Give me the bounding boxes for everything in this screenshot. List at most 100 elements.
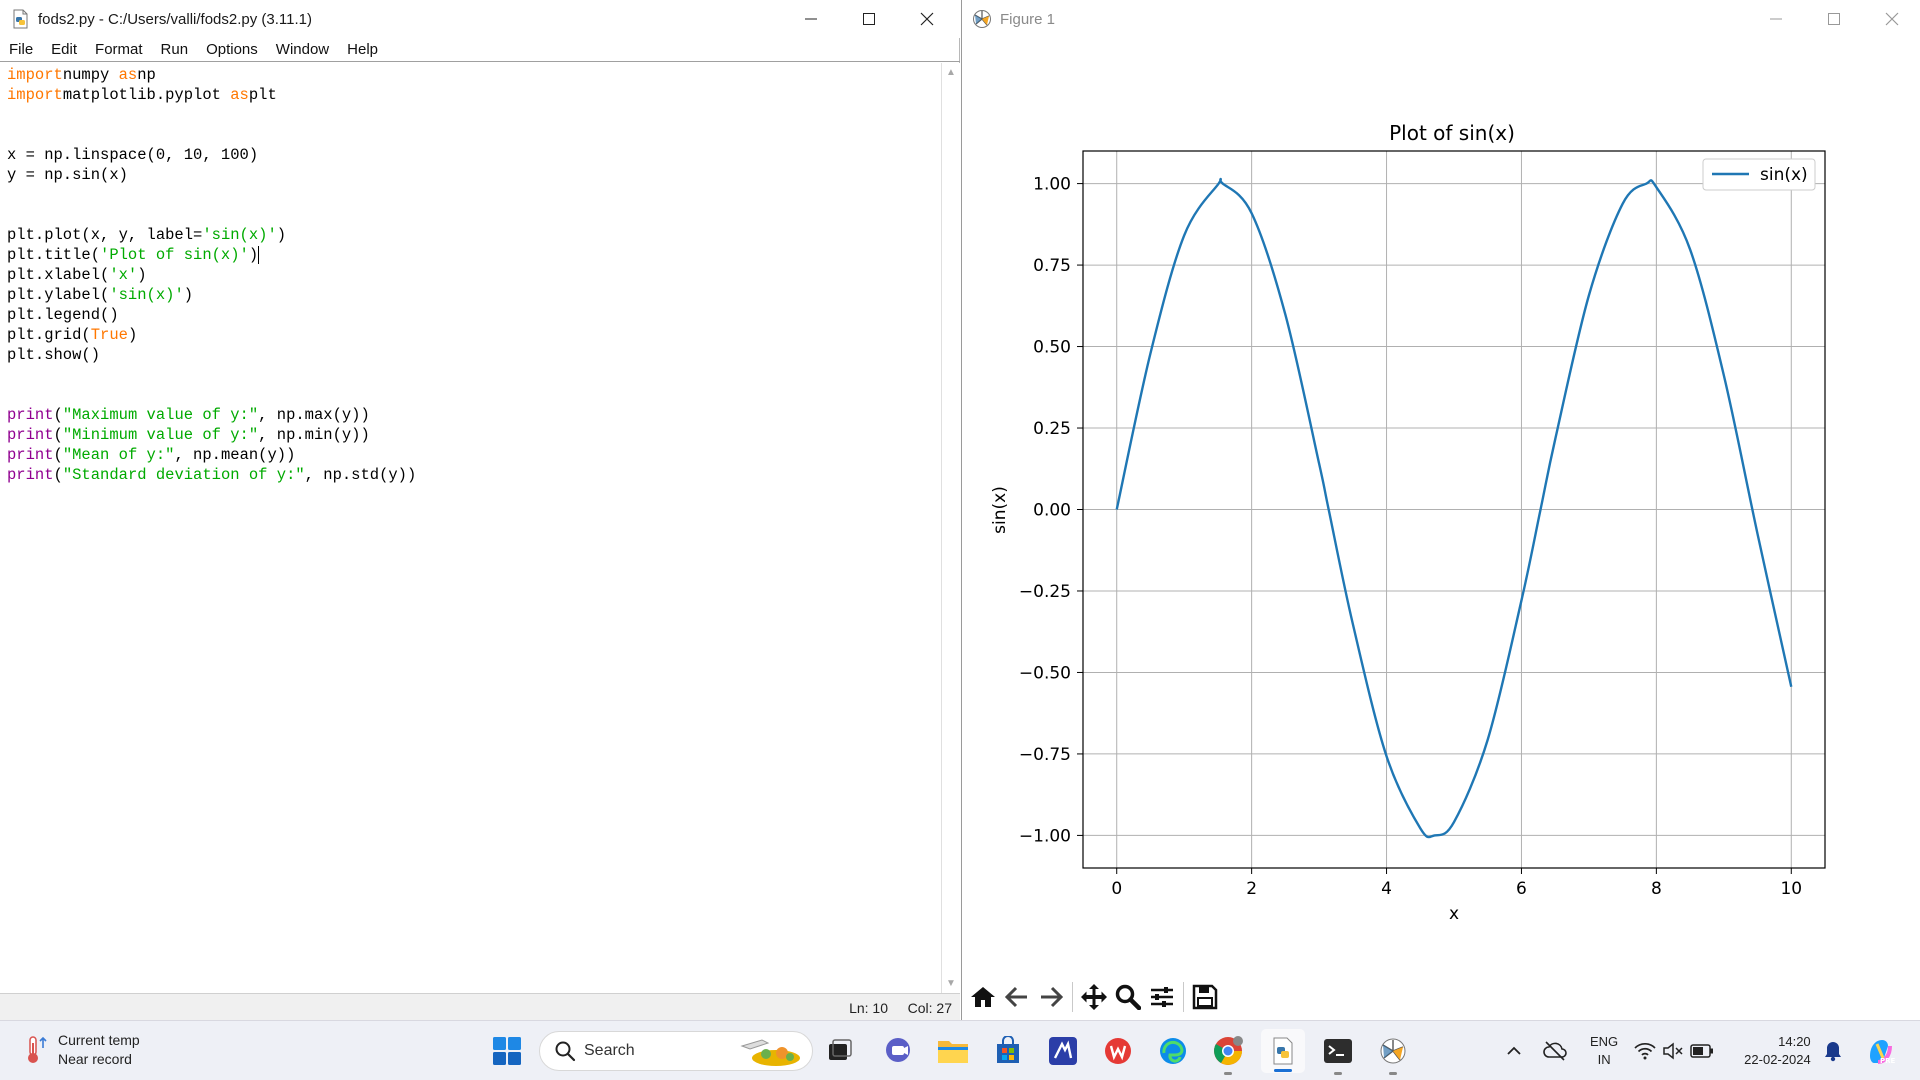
- y-tick-label: 0.50: [1033, 338, 1071, 358]
- menu-edit[interactable]: Edit: [51, 41, 78, 58]
- code-line[interactable]: importmatplotlib.pyplot asplt: [7, 85, 416, 105]
- menu-run[interactable]: Run: [160, 41, 189, 58]
- code-line[interactable]: plt.plot(x, y, label='sin(x)'): [7, 225, 416, 245]
- code-line[interactable]: print("Mean of y:", np.mean(y)): [7, 445, 416, 465]
- battery-icon[interactable]: [1690, 1043, 1714, 1059]
- taskbar-idle-python[interactable]: [1261, 1029, 1305, 1073]
- home-button[interactable]: [966, 980, 1000, 1014]
- toolbar-separator: [1183, 982, 1184, 1012]
- pan-button[interactable]: [1077, 980, 1111, 1014]
- search-highlight-illustration-icon: [740, 1039, 800, 1066]
- forward-button[interactable]: [1034, 980, 1068, 1014]
- code-string: 'sin(x)': [202, 226, 277, 244]
- back-button[interactable]: [1000, 980, 1034, 1014]
- figure-toolbar: [962, 975, 1920, 1019]
- search-box[interactable]: Search: [539, 1031, 813, 1071]
- taskbar-terminal[interactable]: [1320, 1033, 1356, 1075]
- taskbar-teams[interactable]: [880, 1033, 916, 1069]
- code-line[interactable]: y = np.sin(x): [7, 165, 416, 185]
- code-line[interactable]: plt.show(): [7, 345, 416, 365]
- close-icon: [1885, 12, 1899, 26]
- code-line[interactable]: [7, 385, 416, 405]
- speaker-muted-icon[interactable]: [1662, 1042, 1684, 1060]
- plot-canvas[interactable]: Plot of sin(x) 0 2 4 6 8 10 −1.00 −0.75 −0.50 −0.…: [962, 38, 1920, 975]
- language-indicator[interactable]: ENG IN: [1590, 1033, 1618, 1069]
- menu-window[interactable]: Window: [275, 41, 330, 58]
- notification-bell-icon[interactable]: [1823, 1040, 1843, 1062]
- edge-browser-icon: [1160, 1038, 1186, 1064]
- code-token: ): [276, 226, 287, 244]
- code-line[interactable]: plt.ylabel('sin(x)'): [7, 285, 416, 305]
- save-icon: [1192, 984, 1218, 1010]
- code-line[interactable]: plt.grid(True): [7, 325, 416, 345]
- code-line[interactable]: plt.xlabel('x'): [7, 265, 416, 285]
- taskbar-store[interactable]: [990, 1033, 1026, 1069]
- taskbar: Current temp Near record Search: [0, 1020, 1920, 1080]
- close-button[interactable]: [898, 0, 956, 38]
- code-line[interactable]: [7, 185, 416, 205]
- code-line[interactable]: print("Maximum value of y:", np.max(y)): [7, 405, 416, 425]
- taskbar-wps-office[interactable]: [1100, 1033, 1136, 1069]
- maximize-button[interactable]: [840, 0, 898, 38]
- menu-format[interactable]: Format: [95, 41, 143, 58]
- taskbar-chrome[interactable]: [1210, 1033, 1246, 1075]
- code-token: plt: [248, 86, 277, 104]
- taskbar-task-view[interactable]: [822, 1033, 858, 1069]
- zoom-button[interactable]: [1111, 980, 1145, 1014]
- code-line[interactable]: [7, 205, 416, 225]
- figure-minimize-button[interactable]: [1747, 0, 1805, 38]
- taskbar-file-explorer[interactable]: [935, 1033, 971, 1069]
- minimize-icon: [805, 18, 817, 20]
- code-text[interactable]: importnumpy asnp importmatplotlib.pyplot …: [7, 65, 416, 485]
- clock[interactable]: 14:20 22-02-2024: [1744, 1033, 1811, 1069]
- code-keyword: as: [230, 86, 249, 104]
- menu-help[interactable]: Help: [347, 41, 378, 58]
- idle-titlebar[interactable]: fods2.py - C:/Users/valli/fods2.py (3.11…: [0, 0, 960, 38]
- taskbar-app-launcher[interactable]: [1045, 1033, 1081, 1069]
- configure-subplots-button[interactable]: [1145, 980, 1179, 1014]
- figure-maximize-button[interactable]: [1805, 0, 1863, 38]
- y-tick-label: −0.75: [1019, 745, 1071, 765]
- store-icon: [997, 1036, 1019, 1063]
- weather-widget[interactable]: Current temp Near record: [22, 1031, 140, 1069]
- menu-file[interactable]: File: [9, 41, 34, 58]
- forward-icon: [1041, 986, 1063, 1008]
- task-view-icon: [829, 1039, 852, 1060]
- scroll-up-arrow-icon[interactable]: ▲: [946, 67, 956, 78]
- scroll-down-arrow-icon[interactable]: ▼: [946, 978, 956, 989]
- minimize-button[interactable]: [782, 0, 840, 38]
- code-line[interactable]: x = np.linspace(0, 10, 100): [7, 145, 416, 165]
- code-line[interactable]: [7, 125, 416, 145]
- code-line[interactable]: print("Standard deviation of y:", np.std…: [7, 465, 416, 485]
- x-tick-label: 6: [1516, 879, 1527, 899]
- code-line[interactable]: importnumpy asnp: [7, 65, 416, 85]
- save-button[interactable]: [1188, 980, 1222, 1014]
- vertical-scrollbar[interactable]: ▲ ▼: [942, 63, 960, 993]
- chevron-up-icon[interactable]: [1504, 1041, 1524, 1061]
- y-tick-label: −0.50: [1019, 663, 1071, 683]
- code-token: , np.std(y)): [304, 466, 417, 484]
- code-token: plt.plot(x, y, label=: [7, 226, 203, 244]
- code-string: "Minimum value of y:": [62, 426, 259, 444]
- code-line[interactable]: plt.legend(): [7, 305, 416, 325]
- taskbar-matplotlib-figure[interactable]: [1375, 1033, 1411, 1075]
- code-line[interactable]: [7, 365, 416, 385]
- code-string: "Mean of y:": [62, 446, 175, 464]
- code-line[interactable]: [7, 105, 416, 125]
- code-line[interactable]: print("Minimum value of y:", np.min(y)): [7, 425, 416, 445]
- wifi-icon[interactable]: [1634, 1042, 1656, 1060]
- taskbar-edge[interactable]: [1155, 1033, 1191, 1069]
- figure-close-button[interactable]: [1863, 0, 1920, 38]
- code-editor[interactable]: importnumpy asnp importmatplotlib.pyplot …: [0, 63, 942, 993]
- cloud-offline-icon[interactable]: [1542, 1040, 1568, 1062]
- code-token: plt.legend(): [7, 306, 119, 324]
- code-line[interactable]: plt.title('Plot of sin(x)'): [7, 245, 416, 265]
- figure-titlebar[interactable]: Figure 1: [962, 0, 1920, 38]
- code-token: , np.max(y)): [258, 406, 370, 424]
- x-axis-label: x: [1449, 904, 1459, 924]
- copilot-icon[interactable]: PRE: [1865, 1036, 1895, 1066]
- menu-options[interactable]: Options: [206, 41, 258, 58]
- code-string: "Maximum value of y:": [62, 406, 259, 424]
- y-tick-label: −1.00: [1019, 826, 1071, 846]
- start-button[interactable]: [489, 1033, 525, 1069]
